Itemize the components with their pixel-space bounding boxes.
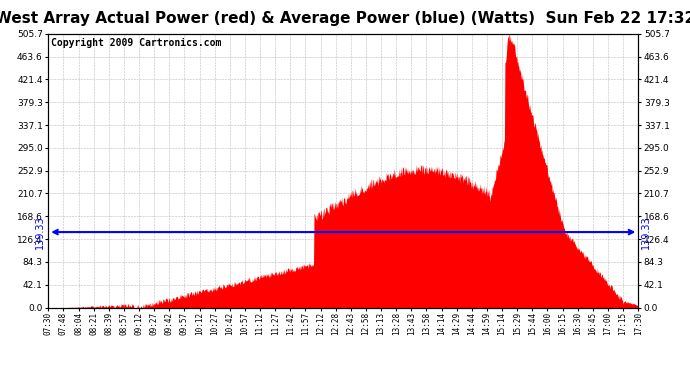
Text: Copyright 2009 Cartronics.com: Copyright 2009 Cartronics.com [51,38,221,48]
Text: West Array Actual Power (red) & Average Power (blue) (Watts)  Sun Feb 22 17:32: West Array Actual Power (red) & Average … [0,11,690,26]
Text: 139.33: 139.33 [641,215,651,249]
Text: 139.33: 139.33 [35,215,46,249]
